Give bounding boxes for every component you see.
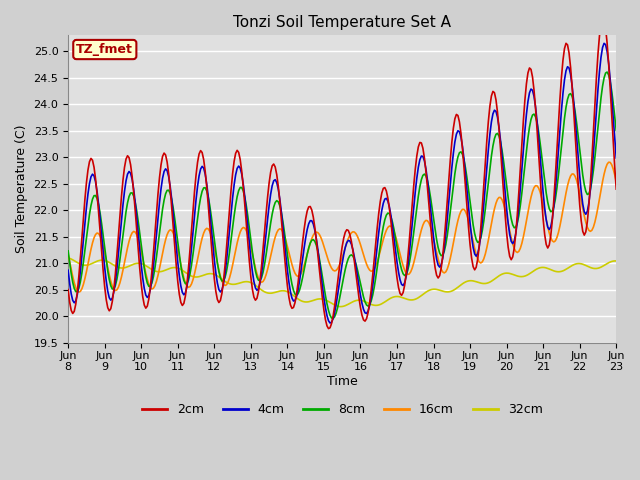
Y-axis label: Soil Temperature (C): Soil Temperature (C) [15, 125, 28, 253]
Legend: 2cm, 4cm, 8cm, 16cm, 32cm: 2cm, 4cm, 8cm, 16cm, 32cm [137, 398, 548, 421]
X-axis label: Time: Time [327, 375, 358, 388]
Title: Tonzi Soil Temperature Set A: Tonzi Soil Temperature Set A [233, 15, 451, 30]
Text: TZ_fmet: TZ_fmet [76, 43, 133, 56]
